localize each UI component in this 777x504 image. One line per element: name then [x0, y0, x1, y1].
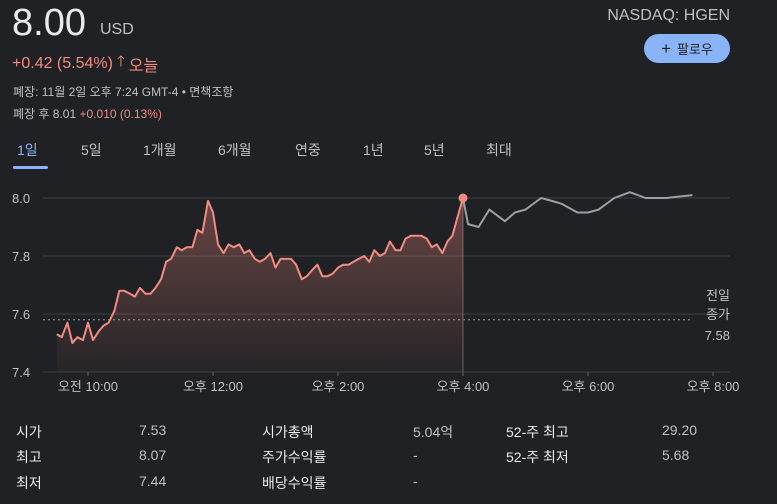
stat-value-high: 8.07	[139, 447, 167, 463]
prev-close-text: 종가	[706, 307, 730, 322]
tab-1y[interactable]: 1년	[363, 142, 384, 158]
y-tick-label: 7.4	[12, 365, 30, 380]
y-tick-label: 7.8	[12, 249, 30, 264]
price-line-regular	[56, 197, 464, 344]
after-hours-label: 폐장 후 8.01	[13, 107, 77, 121]
stat-label-dividend-yield: 배당수익률	[262, 475, 327, 491]
stat-label-open: 시가	[16, 424, 42, 440]
change-period: 오늘	[128, 57, 159, 75]
plus-icon: +	[661, 38, 672, 58]
y-tick-label: 8.0	[12, 191, 30, 206]
stat-value-market-cap: 5.04억	[413, 424, 454, 440]
prev-close-text: 7.58	[705, 328, 730, 343]
close-info-text: 폐장: 11월 2일 오후 7:24 GMT-4 • 면책조항	[13, 85, 234, 99]
price-line-after-hours	[462, 191, 693, 228]
y-tick-label: 7.6	[12, 307, 30, 322]
price-area-fill	[56, 198, 464, 372]
tab-1m[interactable]: 1개월	[143, 142, 177, 158]
stat-value-52w-high: 29.20	[662, 422, 698, 438]
x-tick-label: 오후 4:00	[437, 379, 490, 394]
tab-6m[interactable]: 6개월	[218, 142, 252, 158]
follow-label: 팔로우	[677, 42, 713, 57]
stat-value-low: 7.44	[139, 473, 167, 489]
x-tick-label: 오후 8:00	[687, 379, 740, 394]
stat-value-open: 7.53	[139, 422, 167, 438]
price-change: +0.42 (5.54%) 🡑 오늘	[12, 51, 158, 76]
stat-value-pe-ratio: -	[413, 447, 418, 463]
stat-label-52w-high: 52-주 최고	[506, 424, 569, 440]
stat-label-low: 최저	[16, 475, 42, 491]
close-marker	[458, 193, 468, 203]
tab-ytd[interactable]: 연중	[295, 142, 321, 158]
follow-button[interactable]: + 팔로우	[644, 34, 730, 63]
tab-5y[interactable]: 5년	[424, 142, 445, 158]
x-tick-label: 오후 12:00	[183, 379, 243, 394]
after-hours-change: +0.010 (0.13%)	[79, 107, 162, 121]
x-tick-label: 오후 6:00	[562, 379, 615, 394]
current-price: 8.00	[12, 2, 86, 44]
prev-close-text: 전일	[706, 288, 730, 303]
tab-1d[interactable]: 1일	[17, 142, 38, 158]
x-axis-labels: 오전 10:00 오후 12:00 오후 2:00 오후 4:00 오후 6:00 오후 …	[58, 372, 739, 394]
after-hours-info: 폐장 후 8.01 +0.010 (0.13%)	[13, 105, 162, 122]
exchange-ticker: NASDAQ: HGEN	[607, 7, 730, 24]
stat-label-market-cap: 시가총액	[262, 424, 314, 440]
x-tick-label: 오후 2:00	[312, 379, 365, 394]
stat-label-pe-ratio: 주가수익률	[262, 449, 327, 465]
close-info: 폐장: 11월 2일 오후 7:24 GMT-4 • 면책조항	[13, 83, 233, 100]
change-value: +0.42 (5.54%)	[12, 54, 113, 72]
currency-label: USD	[100, 21, 134, 38]
active-tab-indicator	[13, 166, 48, 169]
range-tabs: 1일 5일 1개월 6개월 연중 1년 5년 최대	[0, 140, 560, 170]
tab-max[interactable]: 최대	[486, 142, 512, 158]
y-axis-labels: 8.0 7.8 7.6 7.4	[12, 191, 30, 380]
x-tick-label: 오전 10:00	[58, 379, 118, 394]
stats-table: 시가 7.53 시가총액 5.04억 52-주 최고 29.20 최고 8.07…	[0, 418, 777, 504]
stat-value-52w-low: 5.68	[662, 447, 690, 463]
arrow-up-icon: 🡑	[116, 53, 125, 70]
stat-label-high: 최고	[16, 449, 42, 465]
stat-label-52w-low: 52-주 최저	[506, 449, 569, 465]
tab-5d[interactable]: 5일	[81, 142, 102, 158]
stat-value-dividend-yield: -	[413, 473, 418, 489]
